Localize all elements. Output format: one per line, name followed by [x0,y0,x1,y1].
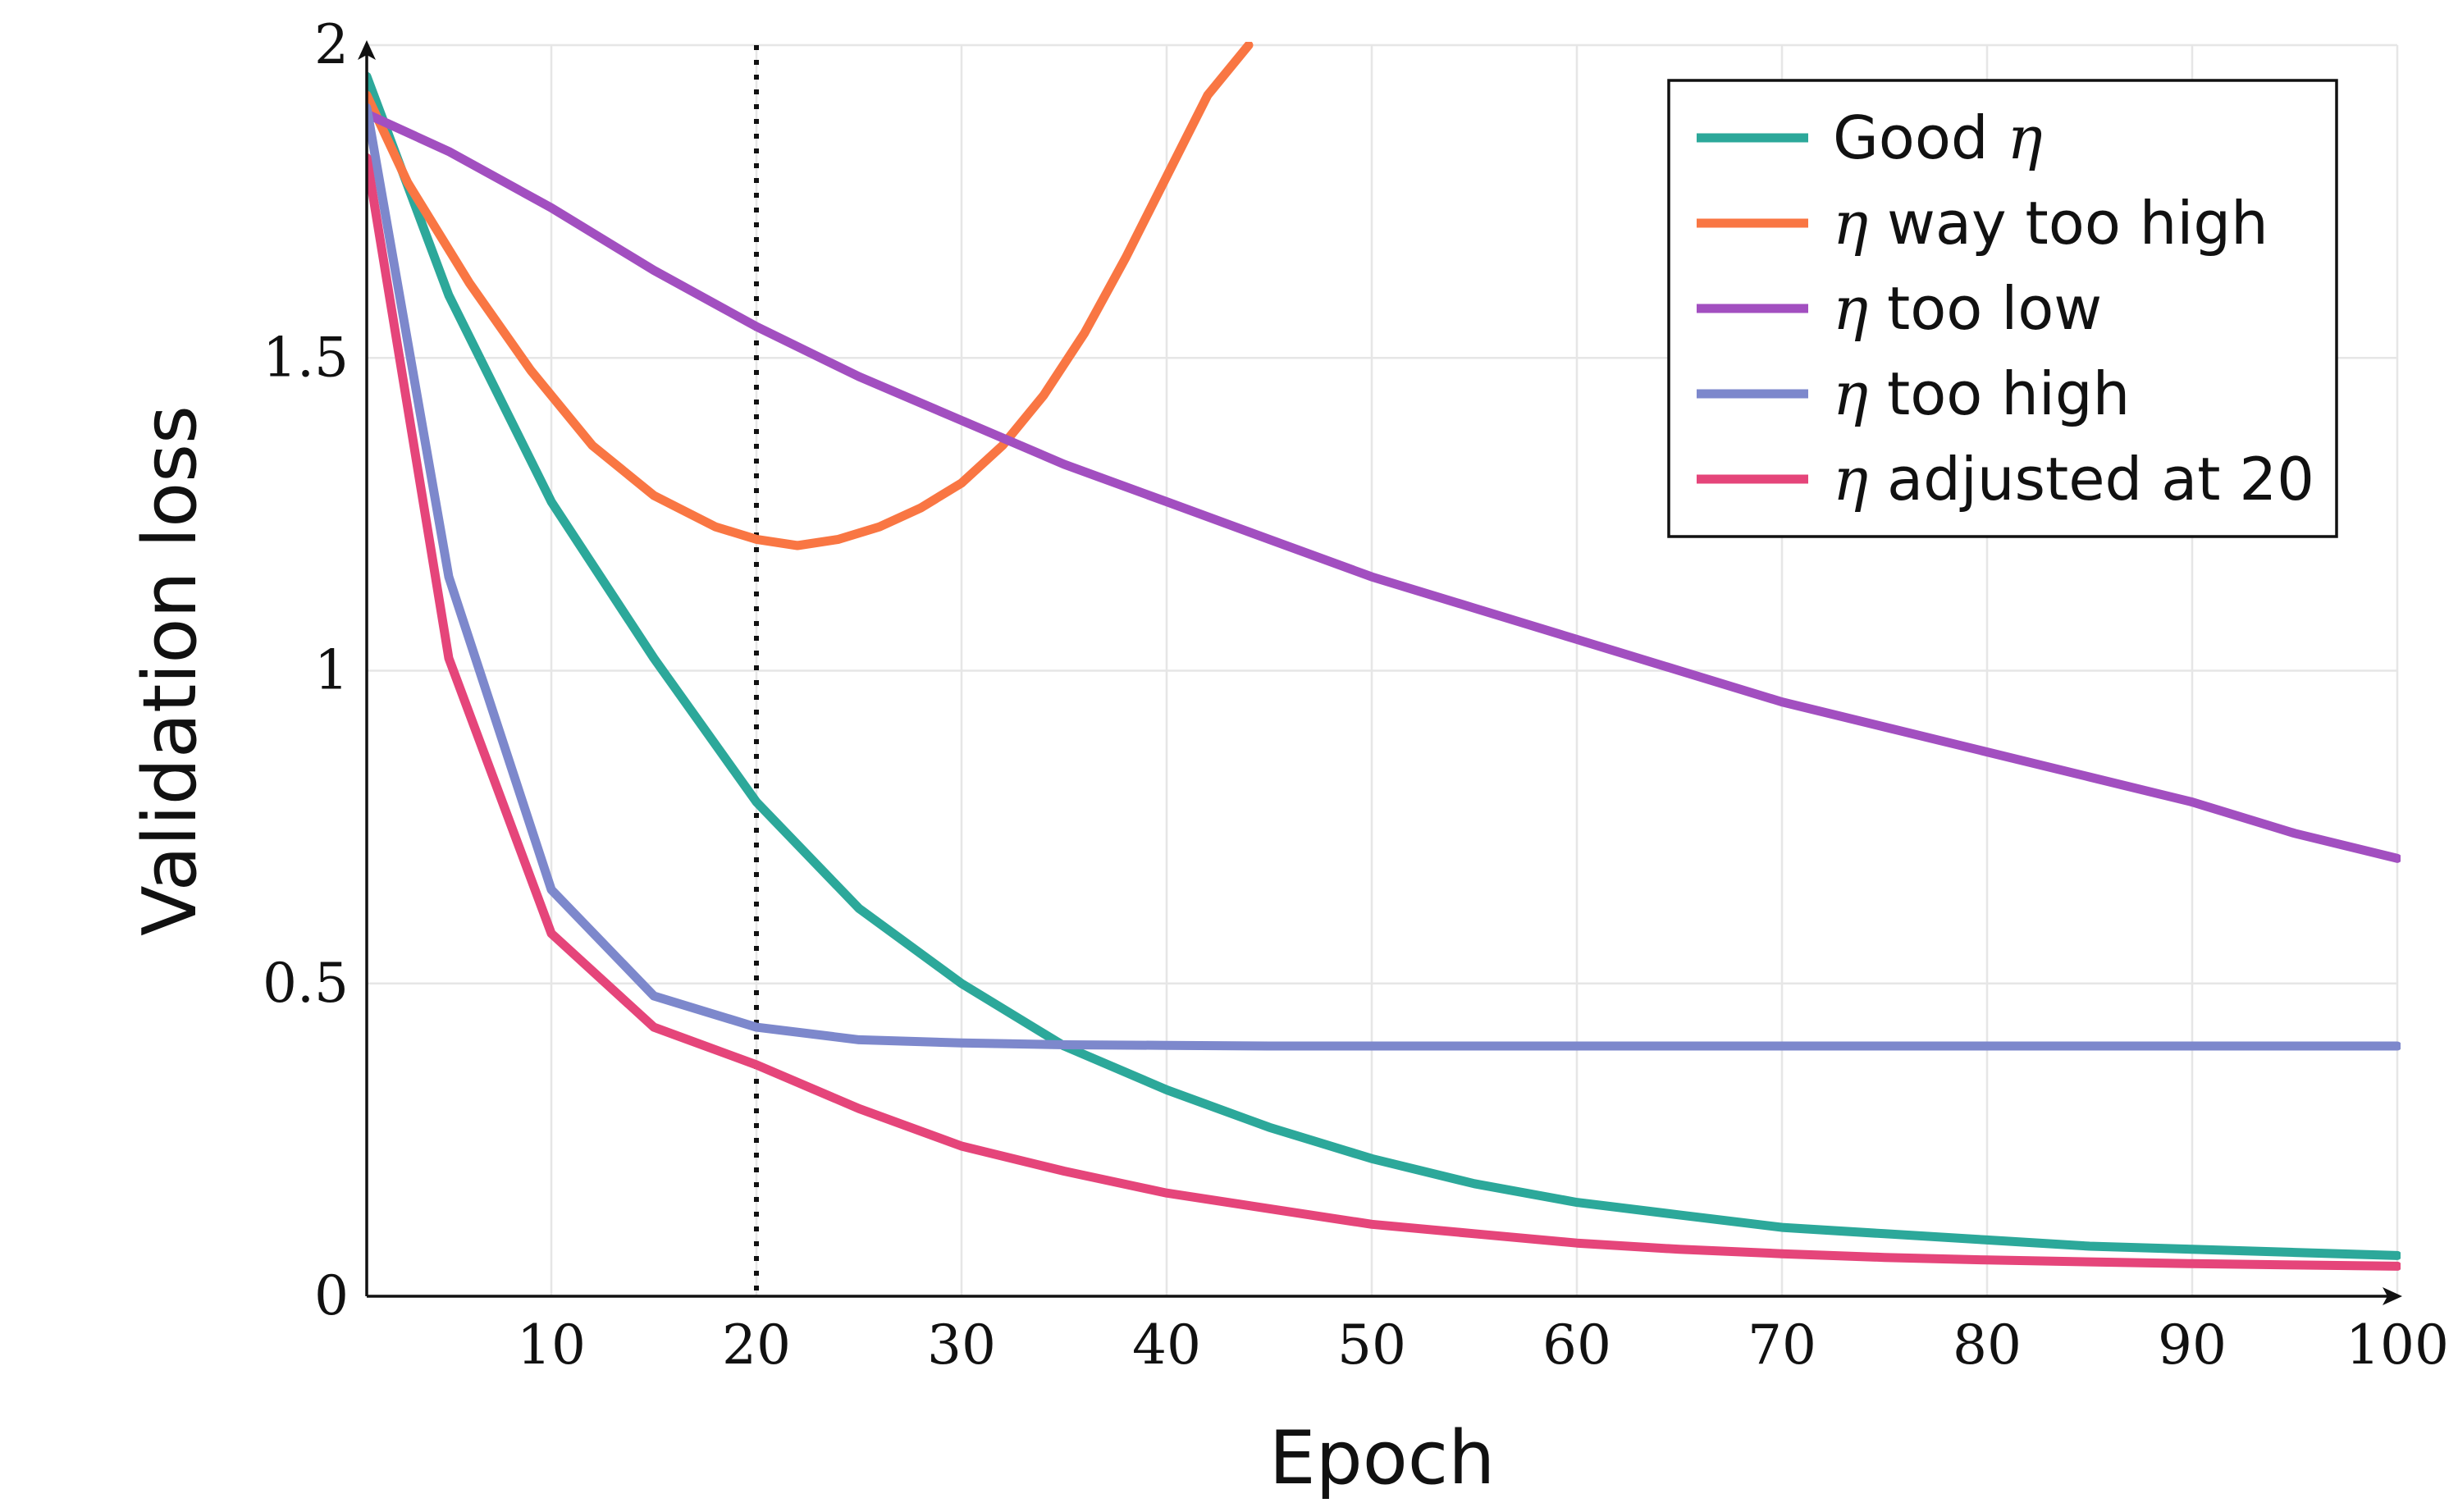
x-tick-label: 60 [1542,1313,1611,1377]
legend: Good η η way too high η too low η too high η… [1667,79,2338,538]
series-line-4 [367,103,2401,1051]
y-tick-label: 2 [314,13,349,76]
axes [358,40,2402,1305]
y-axis-arrow [358,40,376,60]
x-tick-label: 70 [1748,1313,1816,1377]
x-tick-label: 100 [2346,1313,2449,1377]
y-tick-label: 1.5 [263,326,349,389]
x-axis-arrow [2383,1287,2402,1305]
legend-label-1: Good η [1833,103,2043,172]
series-line-2 [367,42,1254,550]
x-tick-label: 80 [1953,1313,2022,1377]
y-tick-label: 0 [314,1264,349,1327]
series-line-3 [367,109,2401,863]
x-tick-label: 10 [517,1313,586,1377]
x-tick-label: 20 [722,1313,791,1377]
x-tick-label: 40 [1132,1313,1201,1377]
x-tick-labels: 10 20 30 40 50 60 70 80 90 100 [517,1313,2449,1377]
x-axis-title: Epoch [1269,1415,1496,1501]
x-tick-label: 30 [927,1313,996,1377]
legend-items: Good η η way too high η too low η too high η… [1697,103,2314,514]
series-line-1 [367,71,2401,1260]
y-tick-labels: 0 0.5 1 1.5 2 [263,13,349,1327]
y-axis-title: Validation loss [127,405,213,936]
legend-label-4: η too high [1833,359,2130,428]
x-tick-label: 50 [1337,1313,1406,1377]
legend-label-2: η way too high [1833,189,2268,258]
legend-label-3: η too low [1833,274,2102,343]
series-layer [367,42,2401,1271]
x-tick-label: 90 [2158,1313,2227,1377]
series-line-5 [367,153,2401,1271]
y-tick-label: 1 [314,639,349,702]
y-tick-label: 0.5 [263,952,349,1015]
legend-label-5: η adjusted at 20 [1833,445,2314,514]
